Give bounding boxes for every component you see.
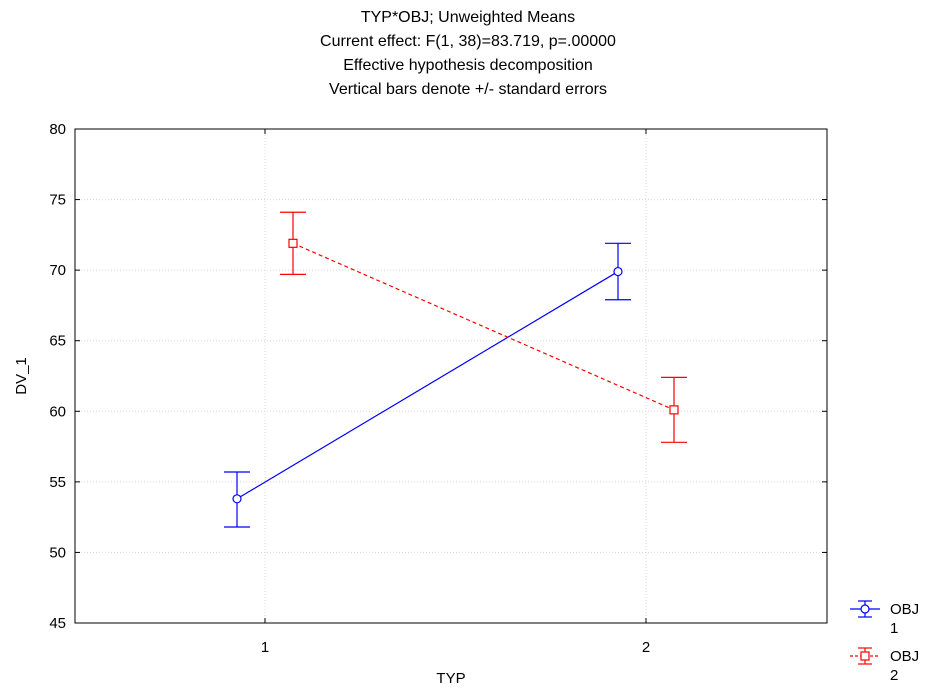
y-tick-label: 65 [49, 333, 66, 350]
title-line-1: TYP*OBJ; Unweighted Means [361, 9, 575, 26]
legend: OBJ 1 OBJ 2 [850, 600, 919, 684]
y-tick-label: 50 [49, 544, 66, 561]
legend-entry-2: OBJ 2 [850, 647, 919, 684]
y-axis-label: DV_1 [13, 357, 30, 395]
y-tick-label: 55 [49, 474, 66, 491]
legend-marker [860, 651, 870, 661]
title-line-2: Current effect: F(1, 38)=83.719, p=.0000… [320, 33, 616, 50]
legend-entry-1: OBJ 1 [850, 600, 919, 637]
legend-label: 1 [890, 620, 898, 637]
series-1 [224, 242, 631, 528]
plot-area [74, 128, 828, 624]
data-point [232, 494, 242, 504]
legend-marker [860, 604, 870, 614]
y-axis: 45 50 55 60 65 70 75 80 [49, 121, 827, 632]
series-line [292, 242, 675, 411]
data-point [669, 405, 679, 415]
y-tick-label: 70 [49, 262, 66, 279]
legend-label: OBJ [890, 648, 919, 665]
data-point [288, 238, 298, 248]
series-line [236, 271, 619, 500]
legend-label: OBJ [890, 601, 919, 618]
title-line-3: Effective hypothesis decomposition [343, 57, 593, 74]
x-tick-label: 2 [642, 639, 650, 656]
grid [75, 129, 827, 623]
legend-label: 2 [890, 667, 898, 684]
y-tick-label: 80 [49, 121, 66, 138]
x-axis-label: TYP [436, 670, 465, 687]
y-tick-label: 60 [49, 403, 66, 420]
series [224, 211, 687, 528]
y-tick-label: 45 [49, 615, 66, 632]
x-tick-label: 1 [261, 639, 269, 656]
y-tick-label: 75 [49, 192, 66, 209]
chart-title: TYP*OBJ; Unweighted Means Current effect:… [320, 9, 616, 98]
data-point [613, 266, 623, 277]
title-line-4: Vertical bars denote +/- standard errors [329, 81, 607, 98]
series-2 [280, 211, 687, 443]
